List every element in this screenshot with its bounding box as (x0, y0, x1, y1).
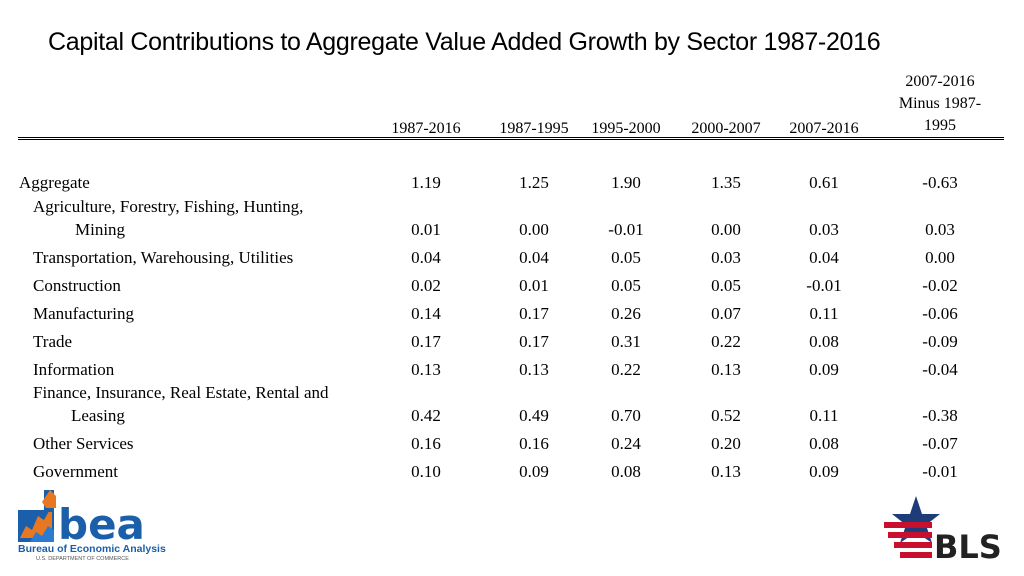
row-label-government: Government (33, 462, 118, 481)
col-header-difference-line1: 2007-2016 (905, 73, 975, 90)
table-cell: 1.25 (519, 173, 549, 192)
table-cell: 0.17 (411, 332, 441, 351)
table-cell: 0.04 (411, 248, 441, 267)
table-cell: 0.01 (519, 276, 549, 295)
row-label-transportation: Transportation, Warehousing, Utilities (33, 248, 294, 267)
table-cell: 0.08 (611, 462, 641, 481)
col-header-2000-2007: 2000-2007 (691, 120, 761, 137)
row-label-trade: Trade (33, 332, 73, 351)
table-cell: 0.03 (809, 220, 839, 239)
bea-emblem-icon (18, 490, 56, 542)
table-cell: -0.63 (922, 173, 958, 192)
table-cell: 0.05 (711, 276, 741, 295)
bea-logo: bea Bureau of Economic Analysis U.S. DEP… (18, 490, 166, 562)
table-cell: 0.03 (711, 248, 741, 267)
table-cell: -0.02 (922, 276, 958, 295)
table-cell: 0.61 (809, 173, 839, 192)
bea-name: Bureau of Economic Analysis (18, 543, 166, 555)
table-cell: 0.22 (611, 360, 641, 379)
table-cell: 0.22 (711, 332, 741, 351)
table-cell: 0.24 (611, 434, 641, 453)
table-cell: 0.31 (611, 332, 641, 351)
table-cell: 0.01 (411, 220, 441, 239)
table-cell: 0.09 (809, 360, 839, 379)
table-cell: 1.90 (611, 173, 641, 192)
table-cell: -0.06 (922, 304, 958, 323)
col-header-1987-2016: 1987-2016 (391, 120, 461, 137)
bls-star-icon (884, 496, 940, 558)
table-cell: 0.17 (519, 304, 549, 323)
table-cell: 0.04 (519, 248, 549, 267)
row-label-construction: Construction (33, 276, 121, 295)
table-cell: 0.13 (519, 360, 549, 379)
table-cell: 0.05 (611, 276, 641, 295)
table-cell: 0.02 (411, 276, 441, 295)
table-cell: 0.14 (411, 304, 441, 323)
table-cell: 0.00 (925, 248, 955, 267)
table-cell: 0.13 (711, 360, 741, 379)
table-cell: 0.13 (411, 360, 441, 379)
table-cell: 0.42 (411, 406, 441, 425)
table-cell: 0.00 (519, 220, 549, 239)
table-cell: -0.01 (806, 276, 842, 295)
table-cell: 0.05 (611, 248, 641, 267)
table-cell: 0.17 (519, 332, 549, 351)
table-cell: -0.07 (922, 434, 958, 453)
table-cell: 0.00 (711, 220, 741, 239)
bls-logo: BLS (884, 496, 1002, 564)
col-header-difference: 2007-2016 Minus 1987- 1995 (880, 71, 1000, 137)
table-cell: 1.35 (711, 173, 741, 192)
table-cell: 0.70 (611, 406, 641, 425)
table-cell: 0.08 (809, 434, 839, 453)
bea-dept: U.S. DEPARTMENT OF COMMERCE (36, 556, 129, 562)
table-cell: 0.11 (809, 304, 839, 323)
table-cell: 0.09 (809, 462, 839, 481)
table-cell: -0.01 (608, 220, 644, 239)
table-cell: 0.13 (711, 462, 741, 481)
table-cell: 0.07 (711, 304, 741, 323)
table-cell: 0.11 (809, 406, 839, 425)
table-cell: 0.26 (611, 304, 641, 323)
row-label-manufacturing: Manufacturing (33, 304, 135, 323)
table-cell: 0.20 (711, 434, 741, 453)
bea-wordmark: bea (58, 500, 145, 549)
col-header-1987-1995: 1987-1995 (499, 120, 569, 137)
header-rule (18, 137, 1004, 140)
table-cell: -0.01 (922, 462, 958, 481)
table-cell: 0.03 (925, 220, 955, 239)
table-cell: -0.09 (922, 332, 958, 351)
page-title: Capital Contributions to Aggregate Value… (48, 28, 881, 56)
row-label-aggregate: Aggregate (19, 173, 90, 192)
table-cell: 0.52 (711, 406, 741, 425)
row-label-agriculture-line2: Mining (75, 220, 126, 239)
table-cell: 0.10 (411, 462, 441, 481)
col-header-difference-line3: 1995 (924, 117, 956, 134)
table-cell: 1.19 (411, 173, 441, 192)
table-cell: 0.16 (411, 434, 441, 453)
table-cell: 0.16 (519, 434, 549, 453)
table-cell: 0.08 (809, 332, 839, 351)
table-cell: 0.04 (809, 248, 839, 267)
table-cell: -0.38 (922, 406, 958, 425)
table-cell: -0.04 (922, 360, 958, 379)
table-cell: 0.09 (519, 462, 549, 481)
bls-wordmark: BLS (934, 528, 1002, 564)
col-header-difference-line2: Minus 1987- (898, 95, 982, 112)
col-header-2007-2016: 2007-2016 (789, 120, 859, 137)
row-label-agriculture-line1: Agriculture, Forestry, Fishing, Hunting, (33, 197, 304, 216)
row-label-other-services: Other Services (33, 434, 134, 453)
col-header-1995-2000: 1995-2000 (591, 120, 661, 137)
table-cell: 0.49 (519, 406, 549, 425)
row-label-finance-line1: Finance, Insurance, Real Estate, Rental … (33, 383, 329, 402)
row-label-information: Information (33, 360, 115, 379)
row-label-finance-line2: Leasing (71, 406, 125, 425)
